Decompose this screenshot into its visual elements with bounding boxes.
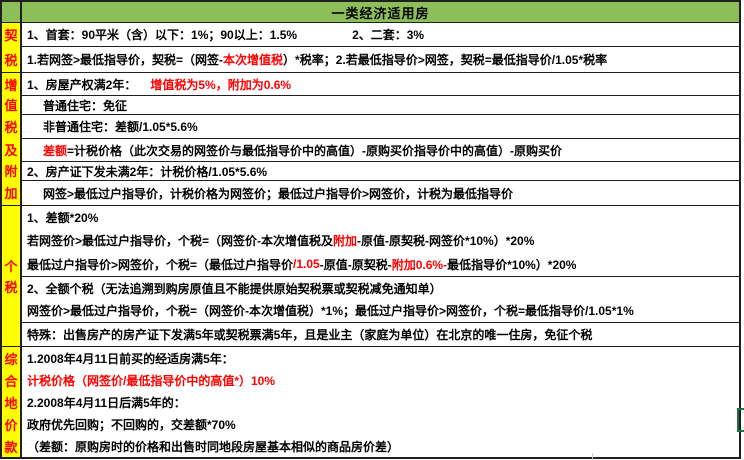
cell-text-highlight: 附加0.6%- xyxy=(391,257,448,272)
cell-pit-difference-20pct[interactable]: 1、差额*20% 若网签价>最低过户指导价，个税=（网签价-本次增值税及 附加 … xyxy=(22,206,739,276)
cell-text: 若网签价>最低过户指导价，个税=（网签价-本次增值税及 xyxy=(27,234,334,249)
label-char: 地 xyxy=(4,395,18,411)
section-personal-income-tax: 个 税 1、差额*20% 若网签价>最低过户指导价，个税=（网签价-本次增值税及… xyxy=(2,205,739,346)
sheet-gridline xyxy=(592,453,593,460)
label-char: 款 xyxy=(4,439,18,455)
cell-text-highlight: 附加 xyxy=(333,234,358,249)
cell-text: 最低过户指导价>网签价，个税=（最低过户指导价 xyxy=(27,257,294,272)
cell-vat-price-rule[interactable]: 网签>最低过户指导价，计税价格为网签价；最低过户指导价>网签价，计税为最低指导价 xyxy=(22,180,739,205)
row-label-comprehensive-land-price[interactable]: 综 合 地 价 款 xyxy=(2,347,22,457)
cell-text: 网签>最低过户指导价，计税价格为网签价；最低过户指导价>网签价，计税为最低指导价 xyxy=(43,186,514,201)
label-char: 附 xyxy=(4,164,18,179)
label-char: 加 xyxy=(4,186,18,201)
cell-text-highlight: 差额 xyxy=(43,143,68,158)
cell-deed-tax-rates[interactable]: 1、首套：90平米（含）以下：1%；90以上：1.5% 2、二套：3% xyxy=(22,23,739,46)
cell-land-price-rules[interactable]: 1.2008年4月11日前买的经适房满5年： 计税价格（网签价/最低指导价中的高… xyxy=(22,347,739,457)
cell-pit-exemption[interactable]: 特殊：出售房产的房产证下发满5年或契税票满5年，且是业主（家庭为单位）在北京的唯… xyxy=(22,322,739,346)
label-char: 契 xyxy=(4,28,18,43)
cell-text: 2、房产证下发未满2年：计税价格/1.05*5.6% xyxy=(27,164,268,179)
cell-text: 1.2008年4月11日前买的经适房满5年： xyxy=(27,351,234,366)
cell-text: 1、房屋产权满2年： xyxy=(27,77,137,92)
cell-text-highlight: 计税价格（网签价/最低指导价中的高值*）10% xyxy=(27,373,276,388)
header-row: 一类经济适用房 xyxy=(2,2,739,22)
cell-text-highlight: 本次增值税 xyxy=(223,53,284,67)
label-char: 税 xyxy=(4,119,18,135)
cell-text: 非普通住宅：差额/1.05*5.6% xyxy=(43,120,198,134)
label-char: 税 xyxy=(4,52,18,68)
cell-text: -原值-原契税- xyxy=(319,257,392,272)
cell-pit-full-amount[interactable]: 2、全额个税（无法追溯到购房原值且不能提供原始契税票或契税减免通知单） 网签价>… xyxy=(22,276,739,322)
cell-text: 网签价>最低过户指导价，个税=（网签价-本次增值税）*1%；最低过户指导价>网签… xyxy=(27,304,634,319)
cell-vat-under-2years[interactable]: 2、房产证下发未满2年：计税价格/1.05*5.6% xyxy=(22,161,739,180)
row-label-deed-tax[interactable]: 契 税 xyxy=(2,23,22,72)
section-comprehensive-land-price: 综 合 地 价 款 1.2008年4月11日前买的经适房满5年： 计税价格（网签… xyxy=(2,346,739,457)
label-char: 个 xyxy=(4,259,18,274)
cell-selection-handle[interactable] xyxy=(737,408,744,432)
cell-text: ）*税率；2.若最低指导价>网签，契税=最低指导价/1.05*税率 xyxy=(283,53,608,67)
row-label-personal-income-tax[interactable]: 个 税 xyxy=(2,206,22,346)
cell-text: 最低指导价*10%）*20% xyxy=(447,257,577,272)
label-char: 价 xyxy=(4,417,18,433)
cell-text: =计税价格（此次交易的网签价与最低指导价中的高值）-原购买价指导价中的高值）-原… xyxy=(67,143,563,158)
cell-text: 2、二套：3% xyxy=(352,28,425,42)
label-char: 综 xyxy=(4,351,18,367)
header-corner-cell[interactable] xyxy=(2,2,22,22)
section-deed-tax: 契 税 1、首套：90平米（含）以下：1%；90以上：1.5% 2、二套：3% … xyxy=(2,22,739,72)
label-char: 及 xyxy=(4,143,18,158)
cell-text: 1、差额*20% xyxy=(27,211,99,226)
cell-text: 2.2008年4月11日后满5年的： xyxy=(27,395,186,410)
section-vat-surcharge: 增 值 税 及 附 加 1、房屋产权满2年： 增值税为5%，附加为0.6% 普通… xyxy=(2,72,739,205)
cell-text: 1、首套：90平米（含）以下：1%；90以上：1.5% xyxy=(27,28,298,42)
label-char: 增 xyxy=(4,77,18,93)
cell-text: 特殊：出售房产的房产证下发满5年或契税票满5年，且是业主（家庭为单位）在北京的唯… xyxy=(27,328,593,342)
cell-text-highlight: /1.05 xyxy=(293,257,320,272)
cell-text: （差额：原购房时的价格和出售时同地段房屋基本相似的商品房价差） xyxy=(27,439,400,454)
cell-vat-over-2years[interactable]: 1、房屋产权满2年： 增值税为5%，附加为0.6% xyxy=(22,73,739,95)
label-char: 税 xyxy=(4,280,18,295)
cell-deed-tax-formula[interactable]: 1.若网签>最低指导价，契税=（网签- 本次增值税 ）*税率；2.若最低指导价>… xyxy=(22,46,739,72)
cell-vat-non-ordinary[interactable]: 非普通住宅：差额/1.05*5.6% xyxy=(22,114,739,138)
cell-vat-difference-def[interactable]: 差额 =计税价格（此次交易的网签价与最低指导价中的高值）-原购买价指导价中的高值… xyxy=(22,138,739,161)
cell-text-highlight: 增值税为5%，附加为0.6% xyxy=(150,77,292,92)
cell-vat-ordinary[interactable]: 普通住宅：免征 xyxy=(22,95,739,114)
cell-text: -原值-原契税-网签价*10%）*20% xyxy=(357,234,535,249)
cell-text: 2、全额个税（无法追溯到购房原值且不能提供原始契税票或契税减免通知单） xyxy=(27,281,442,296)
row-label-vat-surcharge[interactable]: 增 值 税 及 附 加 xyxy=(2,73,22,205)
cell-text: 1.若网签>最低指导价，契税=（网签- xyxy=(27,53,224,67)
label-char: 合 xyxy=(4,373,18,389)
cell-text: 政府优先回购；不回购的，交差额*70% xyxy=(27,417,236,432)
cell-text: 普通住宅：免征 xyxy=(43,98,128,113)
page-title[interactable]: 一类经济适用房 xyxy=(331,5,430,21)
label-char: 值 xyxy=(4,98,18,113)
